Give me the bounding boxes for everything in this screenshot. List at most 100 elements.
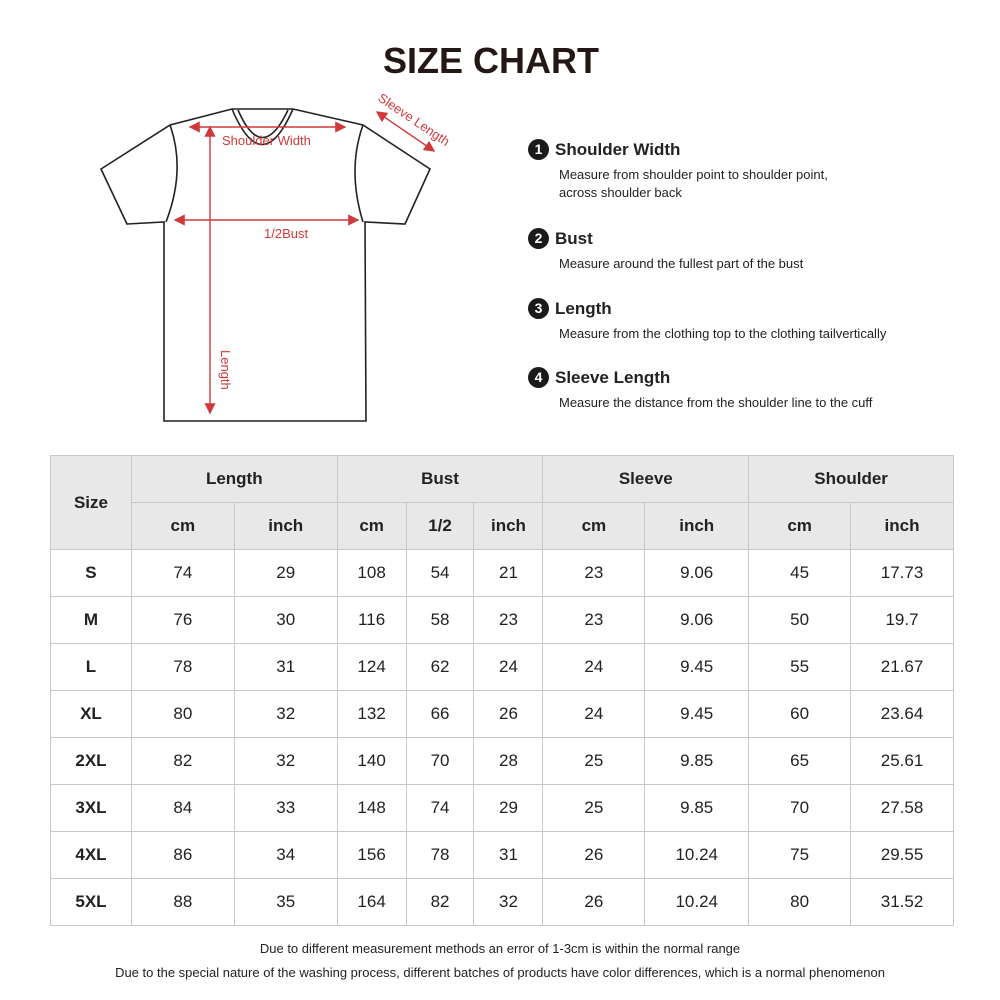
number-badge: 2 [528, 228, 549, 249]
value-cell: 32 [473, 878, 544, 926]
measure-item-sleeve: 4 Sleeve Length Measure the distance from… [528, 367, 872, 412]
value-cell: 116 [336, 596, 407, 644]
value-cell: 21 [473, 549, 544, 597]
value-cell: 108 [336, 549, 407, 597]
value-cell: 70 [748, 784, 852, 832]
measure-desc: Measure around the fullest part of the b… [559, 256, 804, 271]
tshirt-outline [99, 108, 432, 422]
value-cell: 62 [405, 643, 475, 691]
value-cell: 31 [473, 831, 544, 879]
measure-item-length: 3 Length Measure from the clothing top to… [528, 298, 886, 343]
value-cell: 27.58 [850, 784, 954, 832]
unit-header: cm [748, 502, 852, 550]
value-cell: 26 [473, 690, 544, 738]
number-badge: 1 [528, 139, 549, 160]
unit-header: inch [850, 502, 954, 550]
value-cell: 9.45 [644, 690, 750, 738]
number-badge: 4 [528, 367, 549, 388]
measure-desc: Measure the distance from the shoulder l… [559, 395, 873, 410]
value-cell: 164 [336, 878, 407, 926]
size-cell: 3XL [50, 784, 132, 832]
value-cell: 50 [748, 596, 852, 644]
value-cell: 148 [336, 784, 407, 832]
table-row: 4XL 86 34 156 78 31 26 10.24 75 29.55 [50, 831, 954, 879]
value-cell: 54 [405, 549, 475, 597]
value-cell: 75 [748, 831, 852, 879]
value-cell: 10.24 [644, 878, 750, 926]
value-cell: 9.06 [644, 596, 750, 644]
value-cell: 21.67 [850, 643, 954, 691]
group-header: Shoulder [748, 455, 954, 503]
value-cell: 33 [233, 784, 338, 832]
unit-header: cm [130, 502, 235, 550]
value-cell: 23 [542, 549, 646, 597]
value-cell: 23.64 [850, 690, 954, 738]
value-cell: 58 [405, 596, 475, 644]
number-badge: 3 [528, 298, 549, 319]
size-cell: 2XL [50, 737, 132, 785]
unit-header: inch [233, 502, 338, 550]
value-cell: 26 [542, 878, 646, 926]
group-header: Bust [336, 455, 544, 503]
value-cell: 82 [130, 737, 235, 785]
sleeve-arrow [375, 111, 436, 152]
value-cell: 34 [233, 831, 338, 879]
value-cell: 132 [336, 690, 407, 738]
table-row: 5XL 88 35 164 82 32 26 10.24 80 31.52 [50, 878, 954, 926]
size-cell: 4XL [50, 831, 132, 879]
value-cell: 80 [130, 690, 235, 738]
size-cell: M [50, 596, 132, 644]
value-cell: 88 [130, 878, 235, 926]
value-cell: 140 [336, 737, 407, 785]
value-cell: 28 [473, 737, 544, 785]
note: Due to the special nature of the washing… [115, 965, 885, 980]
size-cell: XL [50, 690, 132, 738]
value-cell: 32 [233, 690, 338, 738]
table-row: XL 80 32 132 66 26 24 9.45 60 23.64 [50, 690, 954, 738]
value-cell: 66 [405, 690, 475, 738]
value-cell: 70 [405, 737, 475, 785]
value-cell: 74 [130, 549, 235, 597]
page-title: SIZE CHART [383, 40, 599, 81]
value-cell: 84 [130, 784, 235, 832]
bust-label: 1/2Bust [264, 226, 308, 241]
value-cell: 30 [233, 596, 338, 644]
value-cell: 24 [542, 690, 646, 738]
value-cell: 23 [473, 596, 544, 644]
value-cell: 65 [748, 737, 852, 785]
value-cell: 32 [233, 737, 338, 785]
unit-header: cm [542, 502, 646, 550]
value-cell: 45 [748, 549, 852, 597]
value-cell: 19.7 [850, 596, 954, 644]
value-cell: 35 [233, 878, 338, 926]
measure-desc: Measure from shoulder point to shoulder … [559, 167, 828, 200]
value-cell: 78 [405, 831, 475, 879]
measure-item-shoulder: 1 Shoulder Width Measure from shoulder po… [528, 139, 828, 202]
table-row: 2XL 82 32 140 70 28 25 9.85 65 25.61 [50, 737, 954, 785]
unit-header: inch [473, 502, 544, 550]
length-label: Length [218, 350, 233, 390]
value-cell: 86 [130, 831, 235, 879]
size-cell: L [50, 643, 132, 691]
value-cell: 25.61 [850, 737, 954, 785]
tshirt-diagram: Shoulder Width 1/2Bust Length Sleeve Len… [99, 90, 453, 422]
unit-header: 1/2 [405, 502, 475, 550]
measure-title: Sleeve Length [555, 367, 671, 387]
value-cell: 24 [473, 643, 544, 691]
value-cell: 31 [233, 643, 338, 691]
value-cell: 23 [542, 596, 646, 644]
measure-title: Shoulder Width [555, 139, 681, 159]
value-cell: 9.85 [644, 737, 750, 785]
value-cell: 76 [130, 596, 235, 644]
measure-title: Length [555, 298, 612, 318]
value-cell: 55 [748, 643, 852, 691]
shoulder-label: Shoulder Width [222, 133, 311, 148]
table-row: S 74 29 108 54 21 23 9.06 45 17.73 [50, 549, 954, 597]
value-cell: 10.24 [644, 831, 750, 879]
measure-item-bust: 2 Bust Measure around the fullest part of… [528, 228, 803, 273]
value-cell: 25 [542, 784, 646, 832]
value-cell: 80 [748, 878, 852, 926]
value-cell: 9.45 [644, 643, 750, 691]
group-header: Sleeve [542, 455, 750, 503]
